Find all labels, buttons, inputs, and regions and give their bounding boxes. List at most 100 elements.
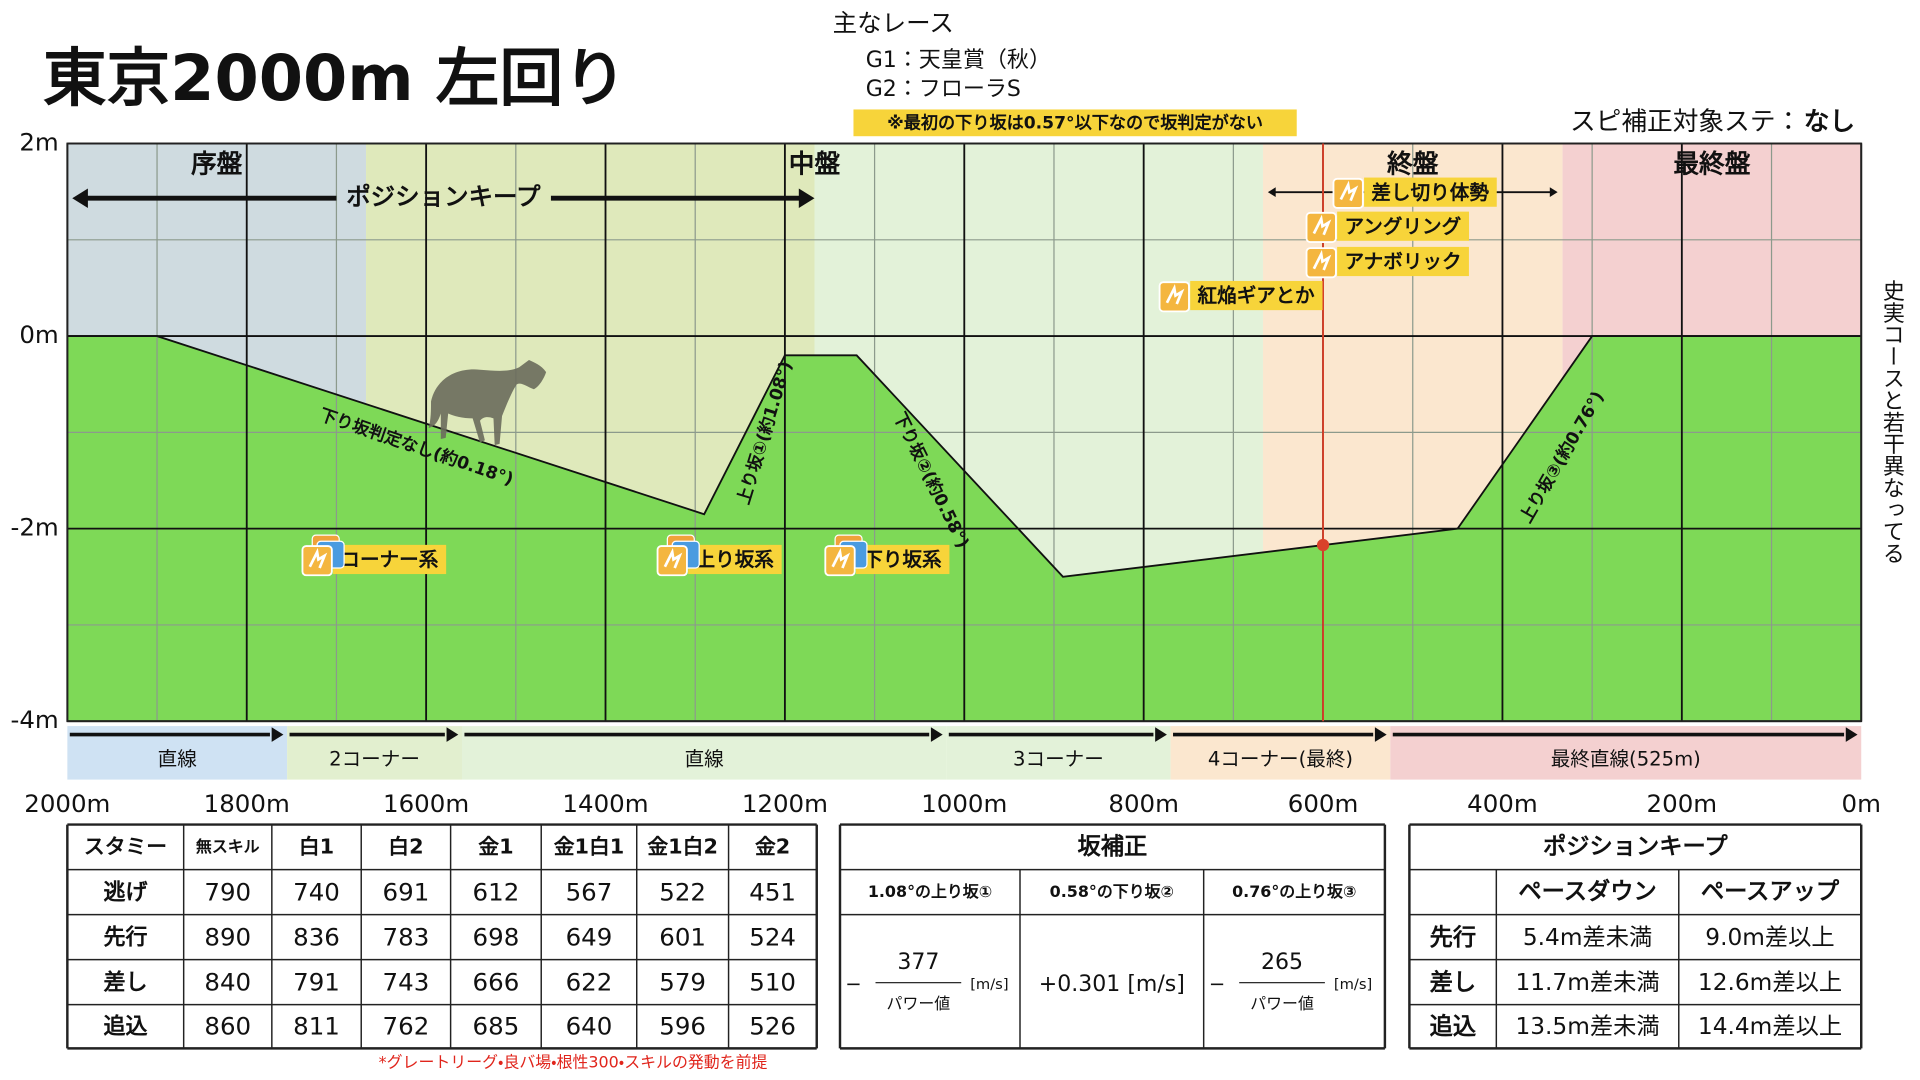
- table-header: 金1: [478, 835, 513, 859]
- y-tick-label: -2m: [11, 513, 59, 542]
- skill-icon: [1332, 177, 1364, 209]
- skill-icon-face: [656, 545, 688, 577]
- skill-label-box: [855, 544, 950, 575]
- x-tick-label: 1600m: [383, 789, 469, 818]
- table-cell: 762: [383, 1012, 430, 1041]
- x-tick-label: 1400m: [562, 789, 648, 818]
- skill-icon-glyph: [1165, 283, 1185, 305]
- x-tick-label: 1200m: [742, 789, 828, 818]
- skill-label-box: [333, 544, 447, 575]
- note-box: [853, 109, 1297, 137]
- table-cell: 698: [473, 922, 520, 951]
- skill-label: アナボリック: [1344, 250, 1461, 273]
- table-cell: 811: [293, 1012, 340, 1041]
- skill-label: 下り坂系: [863, 548, 942, 571]
- formula-unit: [m/s]: [1334, 976, 1372, 993]
- section-label: 直線: [158, 748, 198, 771]
- skill-icon-glyph: [308, 547, 328, 569]
- skill-label-box: [1337, 246, 1469, 277]
- table-header: 1.08°の上り坂①: [868, 882, 992, 901]
- section-label: 最終直線(525m): [1551, 748, 1701, 771]
- table-cell: 9.0m差以上: [1705, 924, 1834, 951]
- formula-numerator: 265: [1261, 950, 1303, 975]
- x-tick-label: 1000m: [921, 789, 1007, 818]
- skill-icon: [1305, 211, 1337, 243]
- formula-sign: −: [1209, 973, 1225, 996]
- x-tick-label: 2000m: [24, 789, 110, 818]
- table-cell: 596: [659, 1012, 706, 1041]
- table-header: ペースアップ: [1701, 878, 1840, 905]
- table-cell: 622: [566, 967, 613, 996]
- side-note: 史実コースと若干異なってる: [1879, 280, 1904, 565]
- table-header: 白2: [388, 835, 423, 859]
- row-header: 逃げ: [103, 880, 147, 905]
- x-tick-label: 800m: [1108, 789, 1179, 818]
- skill-icon-face: [301, 545, 333, 577]
- phase-label: 中盤: [789, 149, 841, 179]
- section-label: 4コーナー(最終): [1208, 748, 1353, 771]
- table-cell: 524: [749, 922, 796, 951]
- arrow-head: [1549, 187, 1558, 198]
- skill-label: 差し切り体勢: [1371, 181, 1489, 204]
- phase-label: 最終盤: [1673, 148, 1750, 179]
- y-tick-label: 0m: [19, 320, 58, 349]
- phase-label: 序盤: [191, 149, 243, 179]
- x-tick-label: 400m: [1467, 789, 1538, 818]
- arrow-head: [1155, 727, 1167, 742]
- race-item: G1：天皇賞（秋）: [866, 48, 1051, 73]
- formula-sign: −: [845, 973, 861, 996]
- x-tick-label: 600m: [1288, 789, 1359, 818]
- table-cell: 740: [293, 877, 340, 906]
- table-header: 無スキル: [196, 837, 260, 856]
- table-header: 金2: [755, 835, 790, 859]
- phase-label: 終盤: [1386, 148, 1439, 179]
- note: ※最初の下り坂は0.57°以下なので坂判定がない: [887, 112, 1263, 133]
- formula-numerator: 377: [897, 950, 939, 975]
- table-cell: 890: [204, 922, 251, 951]
- table-title: ポジションキープ: [1543, 833, 1728, 860]
- table-header: 0.58°の下り坂②: [1050, 882, 1174, 901]
- table-cell: 567: [566, 877, 613, 906]
- table-header: 金1白1: [554, 835, 625, 859]
- skill-icon-face: [1305, 211, 1337, 243]
- table-cell: 640: [566, 1012, 613, 1041]
- skill-label: 紅焔ギアとか: [1198, 284, 1316, 307]
- footnote: *グレートリーグ・良バ場・根性300・スキルの発動を前提: [379, 1053, 768, 1072]
- races-heading: 主なレース: [833, 8, 954, 37]
- marker-point: [1316, 538, 1330, 552]
- table-cell: 691: [383, 877, 430, 906]
- arrow-head: [72, 188, 88, 208]
- x-tick-label: 0m: [1842, 789, 1881, 818]
- arrow-head: [1267, 187, 1276, 198]
- skill-label: コーナー系: [340, 548, 438, 571]
- formula-denominator: パワー値: [887, 994, 951, 1013]
- skill-label-box: [688, 544, 782, 575]
- table-cell: 860: [204, 1012, 251, 1041]
- row-header: 差し: [103, 969, 147, 995]
- skill-label-box: [1190, 280, 1323, 311]
- skill-icon-glyph: [1312, 249, 1332, 271]
- spi-label: スピ補正対象ステ：: [1570, 107, 1801, 137]
- table-cell: 790: [204, 877, 251, 906]
- skill-icon: [656, 534, 700, 577]
- table-title: 坂補正: [1078, 833, 1148, 860]
- skill-icon-face: [1332, 177, 1364, 209]
- table-cell: 510: [749, 967, 796, 996]
- x-tick-label: 1800m: [204, 789, 290, 818]
- table-cell: 526: [749, 1012, 796, 1041]
- table-cell: 791: [293, 967, 340, 996]
- table-cell: 783: [383, 922, 430, 951]
- table-cell: 12.6m差以上: [1698, 969, 1842, 996]
- y-tick-label: -4m: [11, 705, 59, 734]
- row-header: 先行: [1430, 924, 1477, 951]
- skill-icon-face: [1158, 281, 1190, 313]
- table-cell: 451: [749, 877, 796, 906]
- table-header: スタミー: [84, 835, 167, 859]
- skill-icon-face: [824, 545, 856, 577]
- y-tick-label: 2m: [19, 128, 58, 157]
- skill-icon: [824, 534, 868, 577]
- table-cell: 685: [473, 1012, 520, 1041]
- arrow-head: [798, 188, 815, 208]
- x-tick-label: 200m: [1647, 789, 1718, 818]
